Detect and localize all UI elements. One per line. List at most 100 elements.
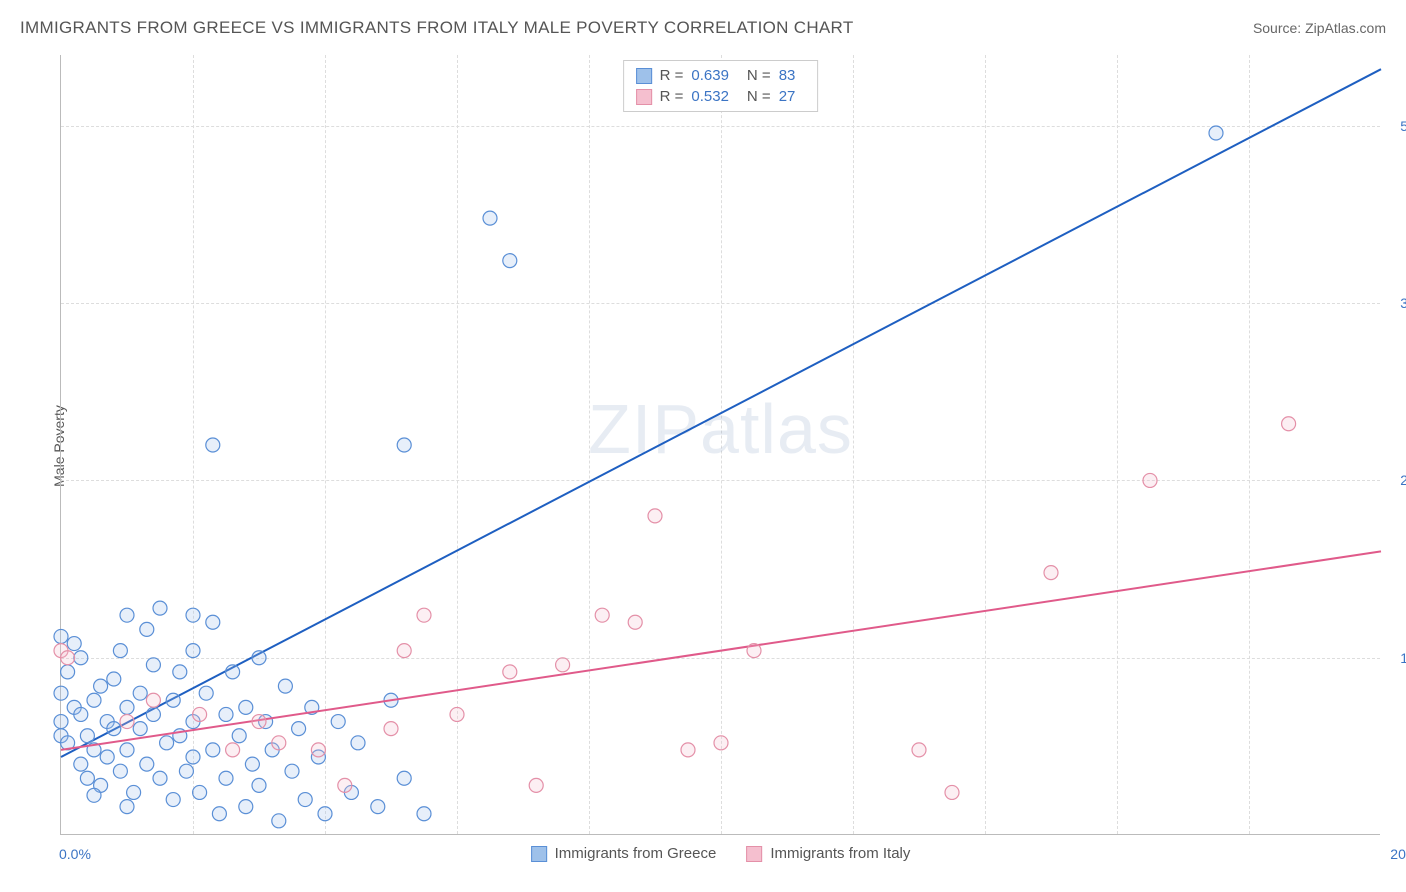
stats-row: R = 0.639N = 83 — [632, 65, 810, 86]
data-point — [298, 793, 312, 807]
data-point — [186, 608, 200, 622]
data-point — [107, 722, 121, 736]
legend-swatch — [531, 846, 547, 862]
data-point — [133, 686, 147, 700]
data-point — [199, 686, 213, 700]
source-line: Source: ZipAtlas.com — [1253, 20, 1386, 36]
data-point — [146, 707, 160, 721]
data-point — [648, 509, 662, 523]
data-point — [417, 807, 431, 821]
data-point — [120, 743, 134, 757]
data-point — [239, 800, 253, 814]
data-point — [747, 644, 761, 658]
legend-swatch — [636, 68, 652, 84]
data-point — [226, 665, 240, 679]
data-point — [219, 771, 233, 785]
data-point — [239, 700, 253, 714]
data-point — [107, 672, 121, 686]
n-value: 83 — [779, 67, 796, 84]
n-label: N = — [747, 88, 771, 105]
data-point — [681, 743, 695, 757]
data-point — [146, 693, 160, 707]
data-point — [206, 743, 220, 757]
y-tick-label: 25.0% — [1385, 472, 1406, 488]
stats-legend: R = 0.639N = 83 R = 0.532 N = 27 — [623, 60, 819, 112]
x-tick-label: 0.0% — [59, 846, 91, 862]
legend-item: Immigrants from Italy — [746, 845, 910, 862]
data-point — [166, 693, 180, 707]
data-point — [206, 438, 220, 452]
data-point — [193, 707, 207, 721]
data-point — [153, 771, 167, 785]
legend-swatch — [746, 846, 762, 862]
data-point — [252, 715, 266, 729]
data-point — [503, 665, 517, 679]
r-value: 0.639 — [691, 67, 729, 84]
data-point — [285, 764, 299, 778]
legend-swatch — [636, 89, 652, 105]
data-point — [714, 736, 728, 750]
legend-label: Immigrants from Italy — [770, 845, 910, 862]
source-value: ZipAtlas.com — [1305, 20, 1386, 36]
data-point — [318, 807, 332, 821]
data-point — [351, 736, 365, 750]
plot-area: ZIPatlas R = 0.639N = 83R = 0.532N = 27 … — [60, 55, 1380, 835]
data-point — [140, 757, 154, 771]
data-point — [140, 622, 154, 636]
data-point — [450, 707, 464, 721]
data-point — [127, 785, 141, 799]
chart-title: IMMIGRANTS FROM GREECE VS IMMIGRANTS FRO… — [20, 18, 854, 38]
data-point — [186, 644, 200, 658]
data-point — [74, 707, 88, 721]
data-point — [384, 722, 398, 736]
r-value: 0.532 — [691, 88, 729, 105]
y-tick-label: 37.5% — [1385, 295, 1406, 311]
data-point — [1209, 126, 1223, 140]
data-point — [945, 785, 959, 799]
data-point — [173, 665, 187, 679]
data-point — [160, 736, 174, 750]
data-point — [87, 788, 101, 802]
data-point — [252, 651, 266, 665]
data-point — [278, 679, 292, 693]
source-label: Source: — [1253, 20, 1305, 36]
legend-label: Immigrants from Greece — [555, 845, 717, 862]
y-tick-label: 50.0% — [1385, 118, 1406, 134]
data-point — [54, 715, 68, 729]
r-label: R = — [660, 88, 684, 105]
data-point — [397, 644, 411, 658]
data-point — [397, 438, 411, 452]
data-point — [292, 722, 306, 736]
data-point — [417, 608, 431, 622]
stats-row: R = 0.532 N = 27 — [632, 86, 810, 107]
data-point — [54, 686, 68, 700]
data-point — [61, 665, 75, 679]
data-point — [1143, 473, 1157, 487]
n-value: 27 — [779, 88, 796, 105]
title-bar: IMMIGRANTS FROM GREECE VS IMMIGRANTS FRO… — [20, 18, 1386, 38]
data-point — [503, 254, 517, 268]
data-point — [80, 771, 94, 785]
data-point — [1044, 566, 1058, 580]
data-point — [245, 757, 259, 771]
chart-svg — [61, 55, 1380, 834]
data-point — [272, 814, 286, 828]
data-point — [483, 211, 497, 225]
data-point — [397, 771, 411, 785]
data-point — [529, 778, 543, 792]
data-point — [186, 750, 200, 764]
data-point — [100, 750, 114, 764]
legend-item: Immigrants from Greece — [531, 845, 717, 862]
data-point — [232, 729, 246, 743]
data-point — [252, 778, 266, 792]
data-point — [133, 722, 147, 736]
data-point — [206, 615, 220, 629]
data-point — [226, 743, 240, 757]
data-point — [61, 651, 75, 665]
data-point — [113, 644, 127, 658]
data-point — [595, 608, 609, 622]
data-point — [120, 700, 134, 714]
data-point — [146, 658, 160, 672]
data-point — [74, 651, 88, 665]
data-point — [179, 764, 193, 778]
